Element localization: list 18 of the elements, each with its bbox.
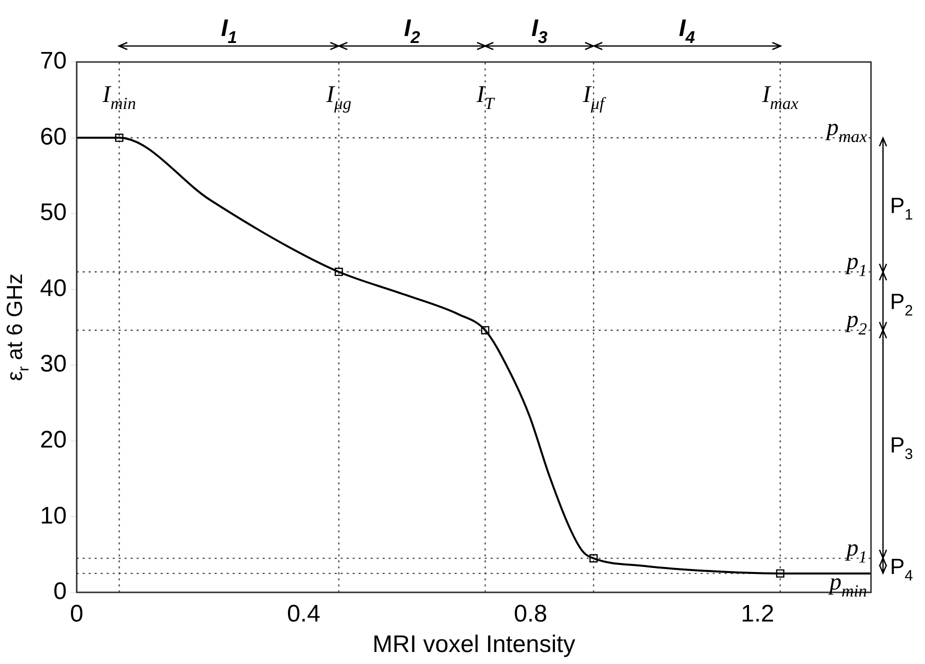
y-tick-label: 20 xyxy=(40,426,67,454)
point xyxy=(589,554,598,562)
x-tick-label: 0.8 xyxy=(514,600,548,628)
point xyxy=(334,268,343,276)
y-tick-label: 50 xyxy=(40,199,67,226)
x-axis-title: MRI voxel Intensity xyxy=(372,631,576,658)
y-tick-label: 70 xyxy=(40,48,67,75)
point xyxy=(481,326,490,334)
y-tick-label: 40 xyxy=(40,274,67,302)
x-tick-label: 1.2 xyxy=(740,600,774,628)
point xyxy=(776,569,784,578)
y-tick-label: 0 xyxy=(53,578,67,606)
y-axis-title: εr at 6 GHz xyxy=(2,273,33,382)
x-tick-label: 0.4 xyxy=(286,600,320,628)
y-tick-label: 60 xyxy=(40,123,67,150)
y-tick-label: 30 xyxy=(40,350,67,378)
y-tick-label: 10 xyxy=(40,502,67,530)
point xyxy=(115,134,124,142)
